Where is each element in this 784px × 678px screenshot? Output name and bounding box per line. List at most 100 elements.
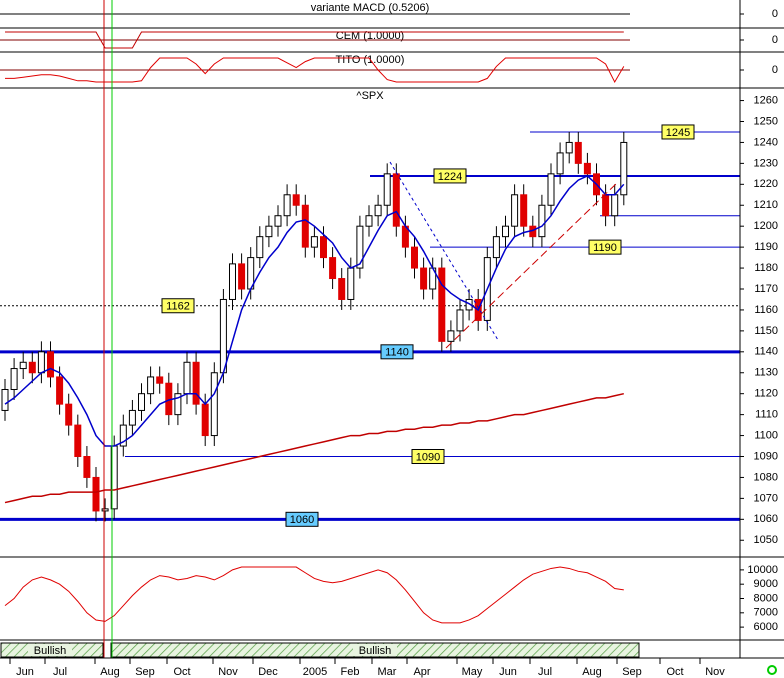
level-badge: [161, 298, 195, 314]
candle-body: [183, 361, 191, 395]
candle-body: [356, 225, 364, 269]
candle-body: [583, 162, 591, 175]
y-tick-label: 1080: [754, 471, 778, 483]
candle-body: [347, 267, 355, 300]
y-tick-label: 1210: [754, 199, 778, 211]
x-tick-label: Dec: [258, 666, 278, 678]
y-tick-label: 1190: [754, 241, 778, 253]
panel-title: variante MACD (0.5206): [311, 2, 430, 14]
candle-body: [101, 508, 109, 512]
x-tick-label: May: [462, 666, 483, 678]
level-label: 1224: [438, 171, 462, 183]
y-tick-label: 1180: [754, 262, 778, 274]
x-tick-label: Sep: [135, 666, 155, 678]
x-tick-label: Aug: [100, 666, 120, 678]
candle-body: [1, 389, 9, 411]
y-tick-label: 1220: [754, 178, 778, 190]
candle-body: [119, 424, 127, 447]
candle-body: [420, 267, 428, 290]
candle-body: [10, 368, 18, 390]
candle-body: [411, 246, 418, 269]
x-tick-label: Mar: [378, 666, 397, 678]
candle-body: [19, 361, 27, 370]
candle-body: [383, 173, 391, 206]
panel-title: ^SPX: [356, 90, 384, 102]
x-tick-label: Sep: [622, 666, 642, 678]
candle-body: [365, 215, 373, 227]
y-tick-label: 1170: [754, 283, 778, 295]
x-tick-label: Nov: [218, 666, 238, 678]
candle-body: [556, 152, 564, 175]
level-label: 1140: [385, 347, 409, 359]
band-label: Bullish: [34, 645, 66, 657]
series-line: [5, 57, 625, 84]
candle-body: [138, 393, 145, 411]
candle-body: [65, 403, 73, 426]
y-tick-label: 1060: [754, 513, 778, 525]
candle-body: [292, 194, 300, 206]
candle-body: [128, 409, 136, 426]
x-tick-label: Aug: [582, 666, 602, 678]
x-tick-label: Jul: [538, 666, 552, 678]
x-tick-label: Oct: [173, 666, 190, 678]
y-tick-label: 1150: [754, 325, 778, 337]
y-tick-label: 6000: [754, 621, 778, 633]
x-tick-label: Apr: [413, 666, 430, 678]
level-label: 1162: [166, 301, 190, 313]
y-tick-label: 1160: [754, 304, 778, 316]
series-line: [4, 392, 624, 504]
candle-body: [28, 361, 36, 374]
level-badge: [433, 168, 467, 184]
x-tick-label: Jun: [499, 666, 517, 678]
y-tick-label: 1120: [754, 388, 778, 400]
candle-body: [438, 267, 446, 342]
candle-body: [256, 236, 264, 259]
status-icon: [767, 665, 777, 675]
y-tick-label: 1050: [754, 534, 778, 546]
candle-body: [156, 376, 164, 384]
series-line: [4, 566, 624, 624]
y-tick-label: 1070: [754, 492, 778, 504]
candle-body: [201, 403, 209, 437]
candle-body: [502, 225, 509, 238]
y-tick-label: 1140: [754, 346, 778, 358]
y-tick-label: 0: [772, 8, 778, 20]
band-label-bg: [28, 644, 72, 656]
level-label: 1090: [416, 451, 440, 463]
candle-body: [611, 194, 619, 217]
candle-body: [219, 298, 227, 374]
candle-body: [147, 376, 155, 395]
x-tick-label: Jun: [16, 666, 34, 678]
level-badge: [285, 511, 319, 527]
candle-body: [56, 376, 64, 405]
level-label: 1190: [593, 242, 617, 254]
y-tick-label: 0: [772, 34, 778, 46]
candle-body: [602, 194, 610, 217]
candle-body: [274, 215, 282, 227]
candle-body: [511, 194, 519, 227]
candle-body: [37, 351, 45, 374]
x-tick-label: Jul: [53, 666, 67, 678]
y-tick-label: 0: [772, 64, 778, 76]
y-tick-label: 1110: [755, 409, 778, 421]
level-label: 1245: [666, 127, 690, 139]
x-tick-label: Feb: [341, 666, 360, 678]
candle-body: [447, 330, 455, 342]
y-tick-label: 8000: [754, 592, 778, 604]
candle-body: [320, 236, 327, 259]
candle-body: [520, 194, 528, 227]
candle-body: [574, 141, 582, 164]
level-badge: [380, 344, 414, 360]
y-tick-label: 1100: [754, 429, 778, 441]
candle-body: [265, 225, 273, 238]
candle-body: [238, 263, 246, 290]
candle-body: [83, 456, 91, 478]
y-tick-label: 1130: [754, 367, 778, 379]
candle-body: [374, 204, 382, 217]
candle-body: [465, 298, 473, 311]
series-line: [5, 31, 624, 49]
y-tick-label: 1090: [754, 450, 778, 462]
y-tick-label: 1250: [754, 115, 778, 127]
y-tick-label: 1200: [754, 220, 778, 232]
